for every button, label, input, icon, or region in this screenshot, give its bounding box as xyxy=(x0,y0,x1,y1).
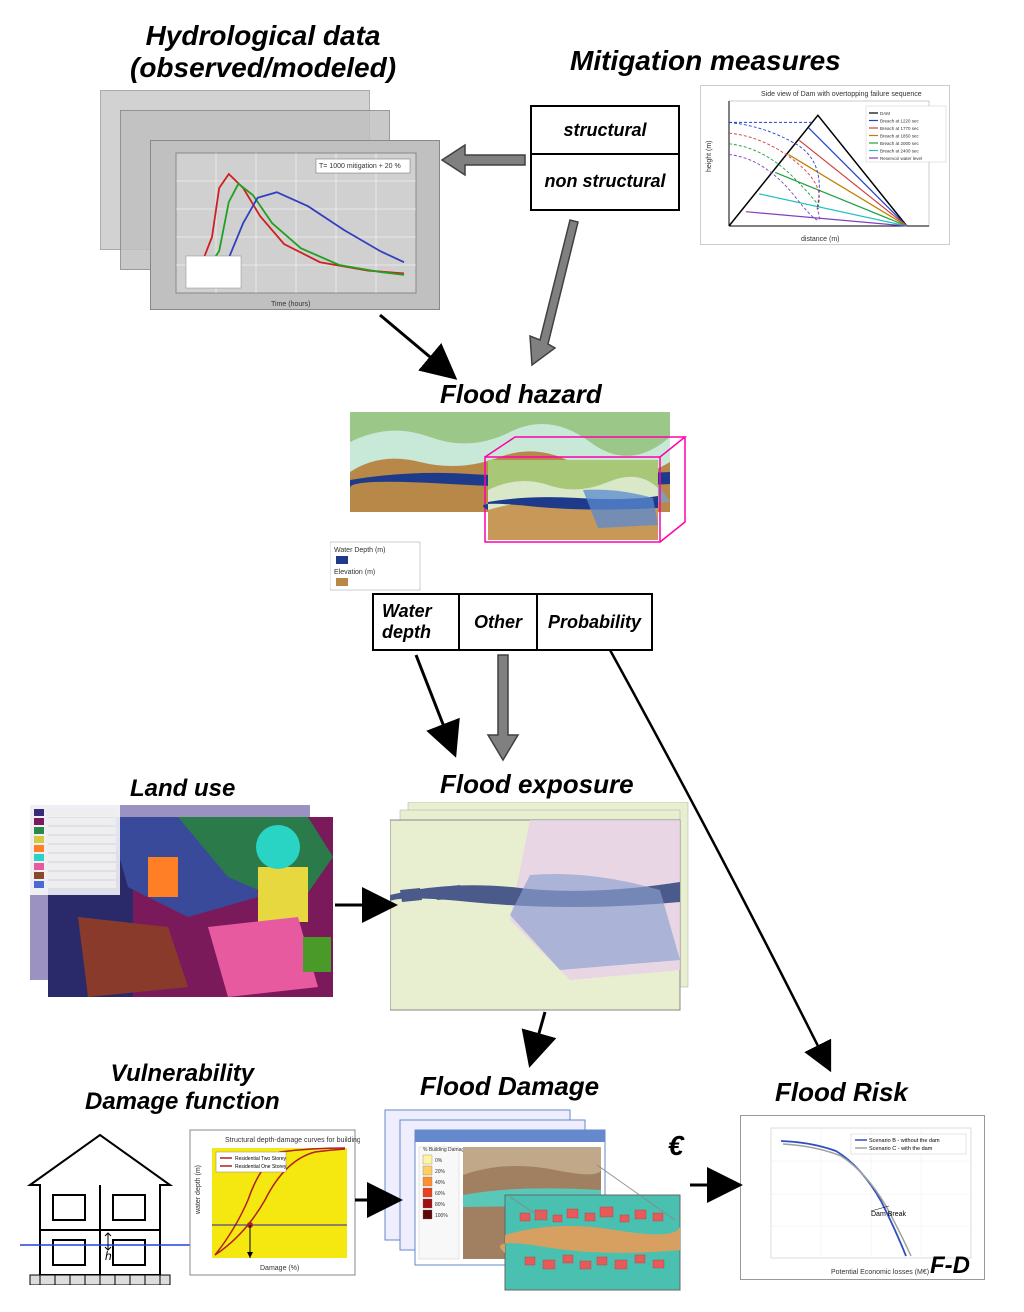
mitigation-nonstructural: non structural xyxy=(531,154,679,210)
house-icon xyxy=(30,1135,170,1285)
hydro-chart-svg: T= 1000 mitigation + 20 % Time (hours) xyxy=(151,141,441,311)
landuse-map xyxy=(30,805,340,1005)
damage-title: Flood Damage xyxy=(420,1072,599,1102)
hydro-title-text: Hydrological data(observed/modeled) xyxy=(130,20,396,83)
damage-title-text: Flood Damage xyxy=(420,1071,599,1101)
mitigation-title-text: Mitigation measures xyxy=(570,45,841,76)
flood-hazard-map: Water Depth (m) Elevation (m) xyxy=(330,412,690,592)
risk-leg-1: Scenario B - without the dam xyxy=(869,1138,940,1144)
vuln-leg-1: Residential One Storey xyxy=(235,1164,287,1170)
mitigation-box: structural non structural xyxy=(530,105,680,211)
floodhazard-title-text: Flood hazard xyxy=(440,379,602,409)
vuln-ylabel: water depth (m) xyxy=(195,1165,202,1215)
arrow-exposure-to-damage xyxy=(530,1012,545,1065)
hydro-title: Hydrological data(observed/modeled) xyxy=(130,20,396,84)
svg-text:DAM: DAM xyxy=(880,111,890,116)
vulnerability-title-text: VulnerabilityDamage function xyxy=(85,1060,280,1115)
arrow-hydro-to-hazard xyxy=(380,315,455,378)
svg-text:Structural depth-damage curves: Structural depth-damage curves for build… xyxy=(225,1137,360,1144)
hydro-chart-front: T= 1000 mitigation + 20 % Time (hours) xyxy=(150,140,440,310)
svg-text:0%: 0% xyxy=(435,1158,443,1164)
svg-text:Breach at 2000 sec: Breach at 2000 sec xyxy=(880,141,920,146)
exposure-title-text: Flood exposure xyxy=(440,769,634,799)
svg-text:h: h xyxy=(105,1249,112,1263)
svg-text:100%: 100% xyxy=(435,1213,448,1219)
svg-text:Time (hours): Time (hours) xyxy=(271,301,310,308)
hazard-box: Water depth Other Probability xyxy=(372,593,653,651)
hazard-probability: Probability xyxy=(537,594,652,650)
vulnerability-title: VulnerabilityDamage function xyxy=(85,1060,280,1115)
vulnerability-panel: h Structural depth-damage curves for bui… xyxy=(20,1125,360,1285)
dam-chart: Side view of Dam with overtopping failur… xyxy=(700,85,950,245)
dam-title: Side view of Dam with overtopping failur… xyxy=(761,91,922,98)
risk-note: Dam Break xyxy=(871,1211,907,1218)
floodhazard-title: Flood hazard xyxy=(440,380,602,410)
exposure-map xyxy=(390,802,700,1012)
fh-legend-water: Water Depth (m) xyxy=(334,547,385,554)
landuse-title-text: Land use xyxy=(130,775,235,802)
fh-legend-elev: Elevation (m) xyxy=(334,569,375,576)
dam-ylabel: height (m) xyxy=(706,140,713,172)
risk-leg-2: Scenario C - with the dam xyxy=(869,1146,933,1152)
arrow-mitigation-to-hazard xyxy=(530,220,578,365)
landuse-title: Land use xyxy=(130,775,235,803)
svg-text:Breach at 2400 sec: Breach at 2400 sec xyxy=(880,149,920,154)
arrow-mitigation-to-hydro xyxy=(442,145,525,175)
vuln-xlabel: Damage (%) xyxy=(260,1265,299,1272)
svg-text:Reservoir water level: Reservoir water level xyxy=(880,156,922,161)
hazard-waterdepth: Water depth xyxy=(373,594,459,650)
fd-label: F-D xyxy=(930,1252,970,1280)
risk-xlabel: Potential Economic losses (M€) xyxy=(831,1269,929,1276)
risk-title: Flood Risk xyxy=(775,1078,908,1108)
hydro-annot: T= 1000 mitigation + 20 % xyxy=(319,163,401,170)
hazard-other: Other xyxy=(459,594,537,650)
svg-text:80%: 80% xyxy=(435,1202,446,1208)
svg-text:% Building Damage: % Building Damage xyxy=(423,1147,467,1153)
euro-symbol: € xyxy=(668,1130,684,1162)
arrow-waterdepth-to-exposure xyxy=(416,655,455,755)
damage-panel: % Building Damage 0% 20% 40% 60% 80% 100% xyxy=(375,1105,685,1295)
dam-svg: Side view of Dam with overtopping failur… xyxy=(701,86,951,246)
mitigation-title: Mitigation measures xyxy=(570,45,841,77)
vuln-leg-0: Residential Two Storey xyxy=(235,1156,287,1162)
exposure-title: Flood exposure xyxy=(440,770,634,800)
svg-text:60%: 60% xyxy=(435,1191,446,1197)
mitigation-structural: structural xyxy=(531,106,679,154)
svg-text:Breach at 1220 sec: Breach at 1220 sec xyxy=(880,119,920,124)
arrow-other-to-exposure xyxy=(488,655,518,760)
svg-text:Breach at 1770 sec: Breach at 1770 sec xyxy=(880,126,920,131)
svg-text:20%: 20% xyxy=(435,1169,446,1175)
svg-text:Breach at 1850 sec: Breach at 1850 sec xyxy=(880,134,920,139)
svg-text:40%: 40% xyxy=(435,1180,446,1186)
dam-xlabel: distance (m) xyxy=(801,236,840,243)
risk-title-text: Flood Risk xyxy=(775,1077,908,1107)
